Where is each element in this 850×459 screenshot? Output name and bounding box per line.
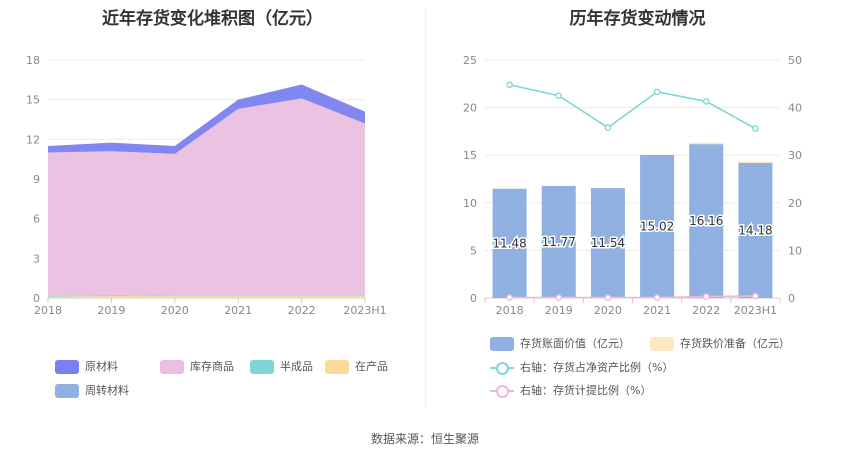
legend-label: 库存商品 — [190, 360, 234, 373]
bar-inventory-book-value — [590, 188, 625, 298]
line-point — [506, 81, 513, 89]
left-x-tick-label: 2022 — [288, 304, 316, 317]
bar-value-label: 11.48 — [492, 236, 526, 250]
line-point — [752, 292, 759, 300]
legend-label: 存货跌价准备（亿元） — [680, 337, 790, 350]
right-x-tick-label: 2019 — [545, 304, 573, 317]
left-y-tick-label: 6 — [33, 213, 40, 226]
left-x-tick-label: 2018 — [34, 304, 62, 317]
line-point — [555, 92, 563, 99]
line-point — [702, 293, 710, 300]
legend-label: 在产品 — [355, 360, 388, 373]
bar-value-label: 16.16 — [689, 214, 723, 228]
line-point — [604, 294, 612, 301]
line-series-右轴：存货计提比例（%） — [509, 295, 756, 299]
bar-value-label: 11.54 — [591, 236, 625, 250]
right-chart-title: 历年存货变动情况 — [569, 9, 706, 29]
area-series-半成品 — [48, 294, 365, 297]
left-y-tick-label: 15 — [26, 94, 40, 107]
left-y-tick-label: 18 — [26, 54, 40, 67]
bar-inventory-provision — [689, 142, 724, 145]
left-x-tick-label: 2023H1 — [343, 304, 386, 317]
legend-swatch — [160, 360, 184, 374]
left-x-tick-label: 2019 — [97, 304, 125, 317]
bar-inventory-book-value — [640, 155, 675, 298]
right-y2-tick-label: 20 — [788, 197, 802, 210]
legend-swatch — [490, 337, 514, 351]
legend-label: 半成品 — [280, 360, 313, 373]
line-point — [702, 98, 710, 105]
left-legend-item[interactable]: 周转材料 — [55, 382, 129, 400]
left-legend-item[interactable]: 库存商品 — [160, 358, 234, 376]
bar-inventory-book-value — [492, 188, 527, 298]
left-x-tick-label: 2021 — [224, 304, 252, 317]
right-y2-tick-label: 0 — [788, 292, 795, 305]
line-point — [653, 294, 661, 301]
left-legend-item[interactable]: 半成品 — [250, 358, 313, 376]
legend-swatch — [55, 360, 79, 374]
right-y-tick-label: 0 — [470, 292, 477, 305]
right-x-tick-label: 2021 — [643, 304, 671, 317]
right-y2-tick-label: 50 — [788, 54, 802, 67]
right-x-tick-label: 2018 — [496, 304, 524, 317]
right-legend-item[interactable]: 右轴：存货占净资产比例（%） — [490, 359, 673, 377]
bar-inventory-book-value — [541, 185, 576, 298]
legend-swatch — [650, 337, 674, 351]
line-series-右轴：存货占净资产比例（%） — [509, 83, 756, 130]
legend-swatch — [490, 384, 514, 398]
right-y-tick-label: 25 — [463, 54, 477, 67]
right-x-tick-label: 2022 — [692, 304, 720, 317]
left-y-tick-label: 9 — [33, 173, 40, 186]
data-source: 数据来源：恒生聚源 — [370, 432, 479, 446]
legend-swatch — [325, 360, 349, 374]
right-y-tick-label: 15 — [463, 149, 477, 162]
line-point — [555, 294, 563, 301]
right-y-tick-label: 10 — [463, 197, 477, 210]
left-chart-title: 近年存货变化堆积图（亿元） — [102, 9, 323, 29]
bar-value-label: 14.18 — [738, 224, 772, 238]
right-x-tick-label: 2020 — [594, 304, 622, 317]
line-point — [604, 124, 612, 131]
left-y-tick-label: 3 — [33, 252, 40, 265]
legend-label: 右轴：存货占净资产比例（%） — [520, 361, 674, 374]
area-series-周转材料 — [48, 294, 365, 297]
bar-inventory-book-value — [689, 144, 724, 298]
line-point — [653, 88, 661, 96]
bar-value-label: 11.77 — [542, 235, 576, 249]
right-legend-item[interactable]: 存货跌价准备（亿元） — [650, 335, 790, 353]
left-y-tick-label: 12 — [26, 133, 40, 146]
right-legend-item[interactable]: 右轴：存货计提比例（%） — [490, 382, 651, 400]
right-y2-tick-label: 30 — [788, 149, 802, 162]
right-y2-tick-label: 10 — [788, 244, 802, 257]
right-y2-tick-label: 40 — [788, 102, 802, 115]
legend-label: 存货账面价值（亿元） — [520, 337, 630, 350]
legend-label: 右轴：存货计提比例（%） — [520, 384, 652, 397]
area-series-库存商品 — [48, 98, 365, 296]
right-y-tick-label: 5 — [470, 244, 477, 257]
left-legend-item[interactable]: 在产品 — [325, 358, 388, 376]
legend-label: 原材料 — [85, 360, 118, 373]
left-y-tick-label: 0 — [33, 292, 40, 305]
legend-swatch — [250, 360, 274, 374]
legend-label: 周转材料 — [85, 384, 129, 397]
legend-swatch — [490, 361, 514, 375]
area-series-原材料 — [48, 84, 365, 154]
bar-inventory-provision — [738, 161, 773, 164]
right-x-tick-label: 2023H1 — [734, 304, 777, 317]
left-x-tick-label: 2020 — [161, 304, 189, 317]
bar-value-label: 15.02 — [640, 220, 674, 234]
bar-inventory-book-value — [738, 163, 773, 298]
line-point — [506, 294, 513, 301]
right-y-tick-label: 20 — [463, 102, 477, 115]
right-legend-item[interactable]: 存货账面价值（亿元） — [490, 335, 630, 353]
left-legend-item[interactable]: 原材料 — [55, 358, 118, 376]
panel-divider — [425, 8, 426, 408]
line-point — [752, 125, 759, 132]
legend-swatch — [55, 384, 79, 398]
area-series-在产品 — [48, 295, 365, 298]
